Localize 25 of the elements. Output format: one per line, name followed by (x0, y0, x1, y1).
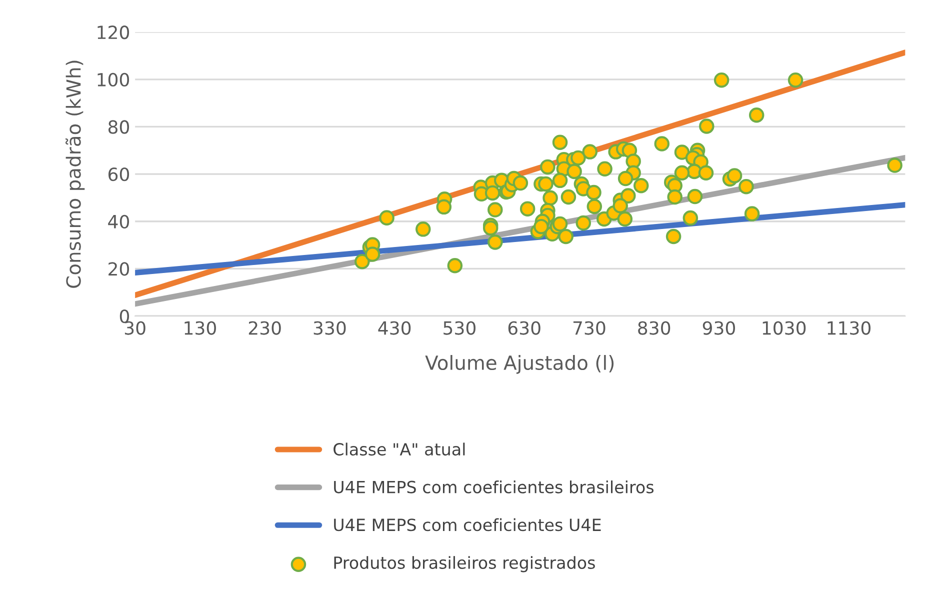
x-tick-label: 1130 (828, 321, 870, 335)
x-tick-label: 930 (702, 321, 736, 335)
x-tick-label: 130 (184, 321, 216, 335)
x-tick-label: 1030 (762, 321, 806, 335)
x-tick-label: 530 (444, 321, 476, 335)
legend-label: Classe "A" atual (334, 442, 465, 456)
x-tick-label: 30 (124, 321, 146, 335)
x-tick-label: 230 (248, 321, 281, 335)
y-axis-title: Consumo padrão (kWh) (65, 60, 85, 288)
y-tick-label: 100 (98, 72, 130, 87)
y-tick-label: 80 (108, 120, 130, 134)
y-tick-label: 120 (98, 26, 130, 40)
y-tick-label: 60 (108, 168, 130, 182)
x-tick-label: 730 (573, 321, 606, 335)
x-tick-label: 330 (314, 321, 346, 335)
legend-label: Produtos brasileiros registrados (334, 556, 595, 572)
y-tick-label: 0 (120, 309, 130, 324)
x-tick-label: 830 (638, 321, 670, 335)
x-axis-title: Volume Ajustado (l) (425, 355, 614, 374)
legend-label: U4E MEPS com coeficientes brasileiros (334, 480, 654, 494)
x-tick-label: 630 (508, 321, 540, 335)
y-tick-label: 20 (108, 262, 130, 276)
legend-label: U4E MEPS com coeficientes U4E (334, 518, 601, 532)
x-tick-label: 430 (378, 321, 411, 335)
y-tick-label: 40 (108, 214, 130, 228)
